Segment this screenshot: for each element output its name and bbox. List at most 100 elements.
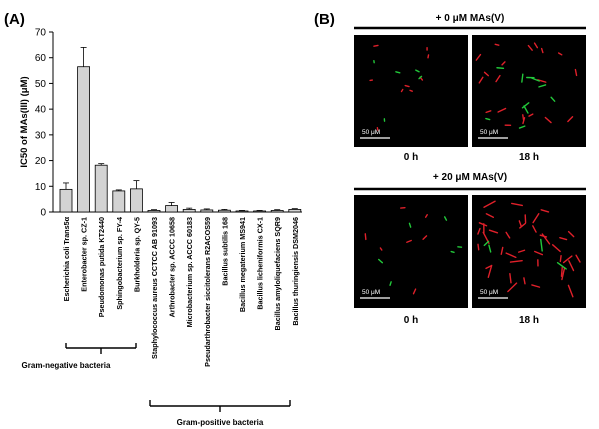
bacterial-cell [531, 77, 540, 82]
time-label: 0 h [404, 152, 418, 163]
bacterial-cell [497, 107, 507, 113]
bar [200, 209, 214, 213]
bacterial-cell [395, 71, 401, 74]
bar [253, 210, 267, 213]
x-tick-label: Bacillus thuringiensis DSM2046 [291, 217, 300, 326]
x-tick-label: Bacillus amyloliquefaciens SQR9 [273, 217, 282, 330]
bacterial-cell [475, 53, 482, 61]
bacterial-cell [389, 281, 392, 286]
scale-bar-label: 50 μM [480, 289, 498, 296]
bacterial-cell [500, 246, 504, 255]
bacterial-cell [488, 229, 499, 234]
bacterial-cell [567, 230, 575, 238]
bacterial-cell [523, 105, 529, 114]
bacterial-cell [483, 71, 490, 77]
y-tick-label: 20 [35, 156, 47, 167]
gram-positive-bracket [149, 400, 291, 412]
bar [112, 190, 126, 213]
bacterial-cell [424, 214, 428, 218]
bacterial-cell [567, 116, 574, 123]
x-tick-label: Bacillus subtilis 168 [220, 217, 229, 286]
bacterial-cell [537, 79, 547, 83]
x-tick-label: Enterobacter sp. CZ-1 [80, 217, 89, 292]
bacterial-cell [505, 252, 517, 259]
bacterial-cell [485, 265, 492, 270]
bacterial-cell [540, 238, 543, 252]
bacterial-cell [575, 254, 581, 263]
bar [94, 164, 108, 213]
cells-0uM-18h [475, 42, 578, 129]
bacterial-cell [400, 88, 404, 93]
bacterial-cell [531, 284, 541, 288]
bar [182, 209, 196, 213]
bar [59, 188, 73, 213]
bacterial-cell [496, 67, 505, 70]
bacterial-cell [560, 266, 563, 278]
bacterial-cell [511, 202, 523, 207]
bacterial-cell [518, 220, 522, 227]
bacterial-cell [540, 209, 550, 213]
x-tick-label: Microbacterium sp. ACCC 60183 [185, 217, 194, 327]
gram-negative-bracket [65, 343, 137, 354]
bacterial-cell [562, 255, 573, 264]
group2-title: + 20 μM MAs(V) [433, 172, 507, 183]
bacterial-cell [483, 200, 496, 208]
scale-bar-label: 50 μM [480, 129, 498, 136]
bacterial-cell [507, 282, 518, 293]
bacterial-cell [559, 254, 562, 263]
gram-positive-label: Gram-positive bacteria [177, 418, 264, 427]
time-label: 0 h [404, 315, 418, 326]
bacterial-cell [534, 250, 544, 256]
error-bars [63, 47, 298, 211]
bacterial-cell [509, 273, 512, 284]
x-tick-label: Sphingobacterium sp. FY-4 [115, 217, 124, 310]
bacterial-cell [541, 233, 551, 245]
bar [217, 209, 231, 213]
bacterial-cell [568, 260, 575, 272]
bacterial-cell [409, 89, 413, 92]
time-label: 18 h [519, 152, 539, 163]
bacterial-cell [408, 222, 412, 228]
group1-title: + 0 μM MAs(V) [436, 13, 505, 24]
bacterial-cell [509, 259, 523, 263]
bacterial-cell [404, 84, 410, 88]
scale-bar-label: 50 μM [362, 129, 380, 136]
bacterial-cell [521, 102, 530, 109]
gram-negative-label: Gram-negative bacteria [22, 361, 111, 370]
bacterial-cell [378, 258, 384, 264]
y-tick-label: 0 [40, 208, 46, 219]
bar [235, 210, 249, 213]
x-tick-label: Pseudomonas putida KT2440 [97, 217, 106, 317]
bacterial-cell [527, 44, 533, 51]
bacterial-cell [517, 249, 526, 253]
bacterial-cell [532, 213, 540, 224]
x-tick-label: Pseudarthrobacter siccitolerans R2ACOS59 [203, 217, 212, 367]
y-ticks: 0 10 20 30 40 50 60 70 [35, 28, 53, 219]
bar [288, 209, 302, 213]
x-tick-labels: Escherichia coli Trans5α Enterobacter sp.… [62, 216, 300, 366]
x-tick-label: Staphylococcus aureus CCTCC AB 91093 [150, 217, 159, 359]
cells-0uM-0h [369, 44, 430, 131]
bacterial-cell [574, 68, 578, 77]
bacterial-cell [522, 117, 526, 125]
bacterial-cell [518, 125, 526, 129]
x-tick-label: Escherichia coli Trans5α [62, 216, 71, 301]
bacterial-cell [495, 74, 501, 83]
bacterial-cell [532, 225, 537, 233]
bacterial-cell [521, 73, 524, 83]
bacterial-cell [485, 213, 494, 218]
bacterial-cell [478, 222, 488, 227]
bar [270, 210, 284, 213]
x-tick-label: Burkholderia sp. QY-5 [132, 217, 141, 292]
bacterial-cell [561, 267, 566, 281]
bacterial-cell [373, 44, 379, 47]
y-axis-title: IC50 of MAs(III) (μM) [19, 76, 30, 167]
bar [77, 66, 90, 213]
bacterial-cell [478, 76, 484, 84]
bacterial-cell [450, 250, 455, 254]
bacterial-cell [533, 42, 539, 49]
y-tick-label: 40 [35, 105, 47, 116]
bacterial-cell [406, 239, 412, 243]
bacterial-cell [427, 54, 430, 59]
